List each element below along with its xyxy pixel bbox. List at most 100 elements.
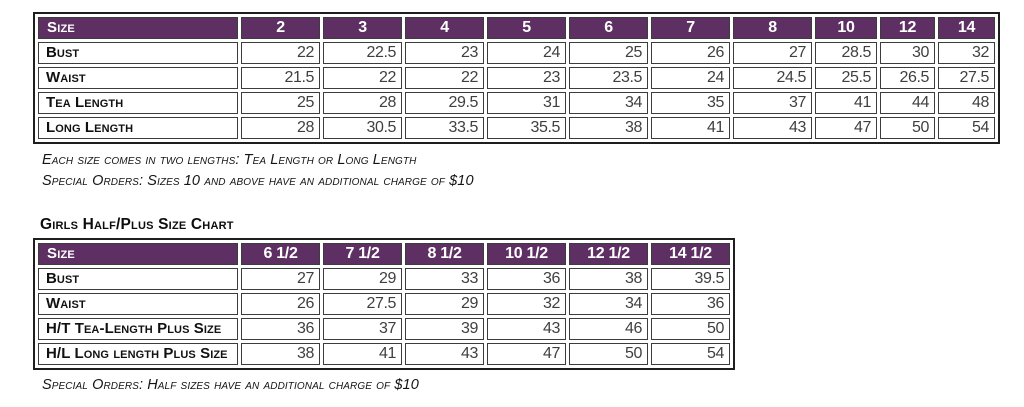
measurement-value: 43 [487, 318, 566, 340]
size-header-cell: Size [38, 17, 238, 39]
measurement-value: 21.5 [241, 67, 320, 89]
size-column-header: 12 1/2 [569, 243, 648, 265]
size-column-header: 8 1/2 [405, 243, 484, 265]
header-row: Size 6 1/2 7 1/2 8 1/2 10 1/2 12 1/2 14 1/2 [38, 243, 730, 265]
measurement-value: 28.5 [815, 42, 877, 64]
measurement-value: 32 [487, 293, 566, 315]
half-plus-chart-title: Girls Half/Plus Size Chart [40, 216, 234, 233]
measurement-value: 32 [938, 42, 995, 64]
measurement-value: 22 [241, 42, 320, 64]
measurement-value: 38 [241, 343, 320, 365]
measurement-value: 50 [651, 318, 730, 340]
measurement-value: 50 [569, 343, 648, 365]
size-column-header: 2 [241, 17, 320, 39]
measurement-value: 29 [323, 268, 402, 290]
measurement-value: 24 [487, 42, 566, 64]
note-two-lengths: Each size comes in two lengths: Tea Leng… [42, 152, 417, 168]
measurement-value: 47 [487, 343, 566, 365]
measurement-value: 34 [569, 92, 648, 114]
measurement-value: 41 [651, 117, 730, 139]
size-column-header: 6 1/2 [241, 243, 320, 265]
measurement-value: 26 [651, 42, 730, 64]
note-special-orders-sizes-10: Special Orders: Sizes 10 and above have … [42, 173, 474, 189]
size-column-header: 10 1/2 [487, 243, 566, 265]
measurement-label: H/L Long length Plus Size [38, 343, 238, 365]
size-column-header: 14 1/2 [651, 243, 730, 265]
measurement-value: 28 [241, 117, 320, 139]
size-column-header: 10 [815, 17, 877, 39]
size-column-header: 5 [487, 17, 566, 39]
measurement-value: 23.5 [569, 67, 648, 89]
size-column-header: 8 [733, 17, 812, 39]
measurement-value: 54 [938, 117, 995, 139]
measurement-value: 36 [651, 293, 730, 315]
measurement-row: H/T Tea-Length Plus Size 36 37 39 43 46 50 [38, 318, 730, 340]
measurement-value: 22 [323, 67, 402, 89]
measurement-value: 27.5 [323, 293, 402, 315]
size-chart-notes: Each size comes in two lengths: Tea Leng… [42, 150, 1024, 192]
size-column-header: 6 [569, 17, 648, 39]
measurement-label: Bust [38, 42, 238, 64]
girls-size-chart-table: Size 2 3 4 5 6 7 8 10 12 14 Bust 22 22.5 23 24 25 26 27 28.… [33, 12, 1000, 144]
measurement-value: 34 [569, 293, 648, 315]
measurement-value: 25.5 [815, 67, 877, 89]
size-column-header: 12 [880, 17, 935, 39]
measurement-row: Bust 22 22.5 23 24 25 26 27 28.5 30 32 [38, 42, 995, 64]
measurement-value: 37 [733, 92, 812, 114]
header-row: Size 2 3 4 5 6 7 8 10 12 14 [38, 17, 995, 39]
measurement-row: Tea Length 25 28 29.5 31 34 35 37 41 44 48 [38, 92, 995, 114]
measurement-value: 31 [487, 92, 566, 114]
measurement-value: 26 [241, 293, 320, 315]
size-column-header: 3 [323, 17, 402, 39]
measurement-row: H/L Long length Plus Size 38 41 43 47 50 54 [38, 343, 730, 365]
measurement-row: Waist 26 27.5 29 32 34 36 [38, 293, 730, 315]
measurement-label: Long Length [38, 117, 238, 139]
size-column-header: 7 1/2 [323, 243, 402, 265]
measurement-value: 38 [569, 268, 648, 290]
measurement-label: Waist [38, 293, 238, 315]
measurement-value: 28 [323, 92, 402, 114]
size-column-header: 7 [651, 17, 730, 39]
measurement-value: 22.5 [323, 42, 402, 64]
measurement-label: Waist [38, 67, 238, 89]
measurement-value: 29.5 [405, 92, 484, 114]
measurement-value: 25 [241, 92, 320, 114]
measurement-value: 24 [651, 67, 730, 89]
measurement-value: 36 [241, 318, 320, 340]
measurement-value: 41 [323, 343, 402, 365]
measurement-row: Long Length 28 30.5 33.5 35.5 38 41 43 47 50 54 [38, 117, 995, 139]
measurement-row: Waist 21.5 22 22 23 23.5 24 24.5 25.5 26.5 27.5 [38, 67, 995, 89]
measurement-value: 23 [487, 67, 566, 89]
measurement-value: 39.5 [651, 268, 730, 290]
measurement-value: 25 [569, 42, 648, 64]
measurement-value: 47 [815, 117, 877, 139]
measurement-value: 30.5 [323, 117, 402, 139]
measurement-value: 35 [651, 92, 730, 114]
measurement-value: 54 [651, 343, 730, 365]
measurement-value: 36 [487, 268, 566, 290]
measurement-label: H/T Tea-Length Plus Size [38, 318, 238, 340]
half-plus-chart-notes: Special Orders: Half sizes have an addit… [42, 375, 1024, 396]
measurement-value: 46 [569, 318, 648, 340]
measurement-value: 43 [733, 117, 812, 139]
measurement-value: 43 [405, 343, 484, 365]
measurement-value: 27 [733, 42, 812, 64]
measurement-value: 30 [880, 42, 935, 64]
measurement-value: 48 [938, 92, 995, 114]
measurement-value: 27 [241, 268, 320, 290]
measurement-value: 27.5 [938, 67, 995, 89]
measurement-value: 37 [323, 318, 402, 340]
measurement-value: 22 [405, 67, 484, 89]
measurement-value: 26.5 [880, 67, 935, 89]
note-special-orders-half-sizes: Special Orders: Half sizes have an addit… [42, 377, 419, 393]
size-column-header: 14 [938, 17, 995, 39]
measurement-label: Bust [38, 268, 238, 290]
size-column-header: 4 [405, 17, 484, 39]
measurement-value: 38 [569, 117, 648, 139]
measurement-value: 33 [405, 268, 484, 290]
measurement-value: 39 [405, 318, 484, 340]
measurement-value: 23 [405, 42, 484, 64]
measurement-value: 41 [815, 92, 877, 114]
measurement-value: 29 [405, 293, 484, 315]
measurement-value: 35.5 [487, 117, 566, 139]
